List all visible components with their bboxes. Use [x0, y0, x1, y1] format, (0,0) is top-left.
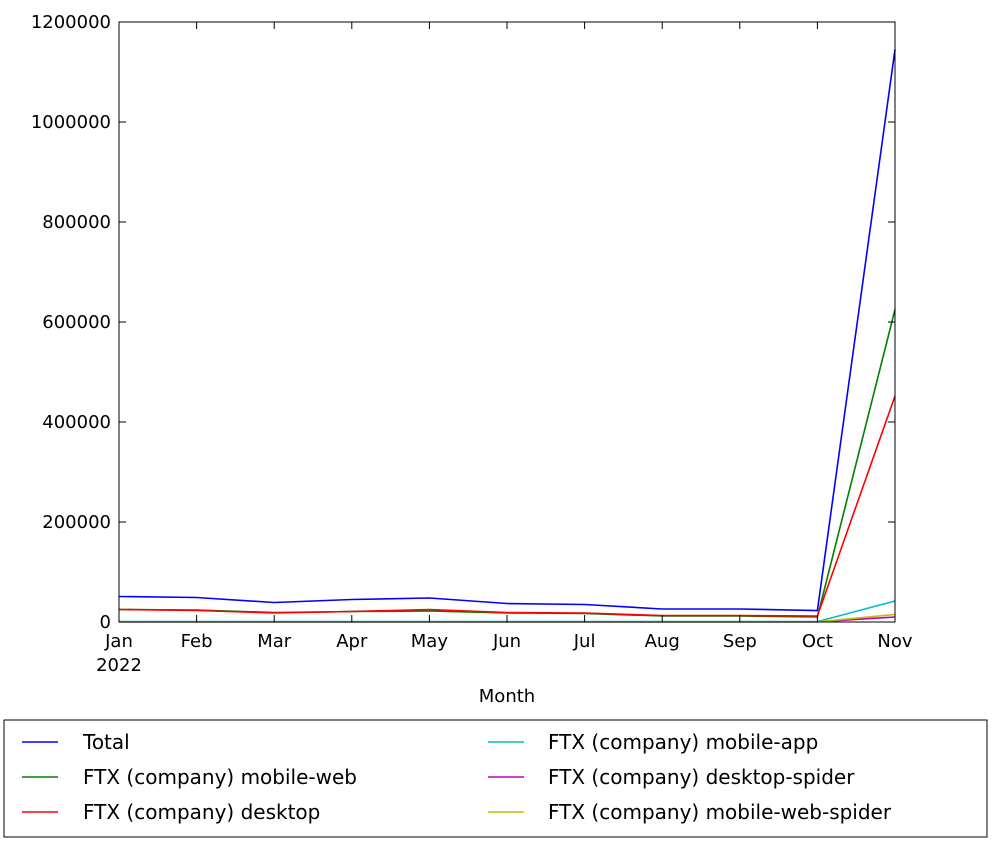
y-tick-label: 600000: [42, 312, 111, 333]
y-tick-label: 200000: [42, 512, 111, 533]
x-tick-label: Sep: [723, 631, 757, 652]
legend-label-5: FTX (company) mobile-web-spider: [548, 800, 892, 824]
x-tick-label: Oct: [802, 631, 833, 652]
x-tick-label: Feb: [181, 631, 213, 652]
y-tick-label: 800000: [42, 212, 111, 233]
plot-area: [118, 49, 896, 623]
x-tick-label: Jan: [104, 631, 133, 652]
y-tick-label: 1200000: [31, 12, 111, 33]
x-year-label: 2022: [96, 655, 142, 676]
x-tick-label: Nov: [877, 631, 912, 652]
x-tick-label: Mar: [257, 631, 292, 652]
x-tick-label: May: [411, 631, 449, 652]
legend: Total FTX (company) mobile-web FTX (compan…: [3, 719, 988, 838]
y-tick-label: 1000000: [31, 112, 111, 133]
legend-label-0: Total: [82, 730, 130, 754]
legend-label-2: FTX (company) desktop: [83, 800, 320, 824]
axes: 0 200000 400000 600000 800000 1000000 1200000 J…: [31, 12, 913, 676]
y-tick-label: 400000: [42, 412, 111, 433]
series-line-1: [118, 309, 896, 618]
x-tick-label: Jul: [573, 631, 596, 652]
series-line-2: [118, 395, 896, 617]
legend-label-1: FTX (company) mobile-web: [83, 765, 357, 789]
x-tick-label: Jun: [492, 631, 521, 652]
x-tick-label: Apr: [336, 631, 368, 652]
series-line-0: [118, 49, 896, 612]
legend-box: [3, 719, 988, 838]
y-tick-label: 0: [100, 612, 111, 633]
plot-frame: [118, 21, 896, 623]
x-tick-label: Aug: [645, 631, 680, 652]
legend-label-3: FTX (company) mobile-app: [548, 730, 818, 754]
legend-label-4: FTX (company) desktop-spider: [548, 765, 855, 789]
x-axis-title: Month: [479, 686, 535, 707]
